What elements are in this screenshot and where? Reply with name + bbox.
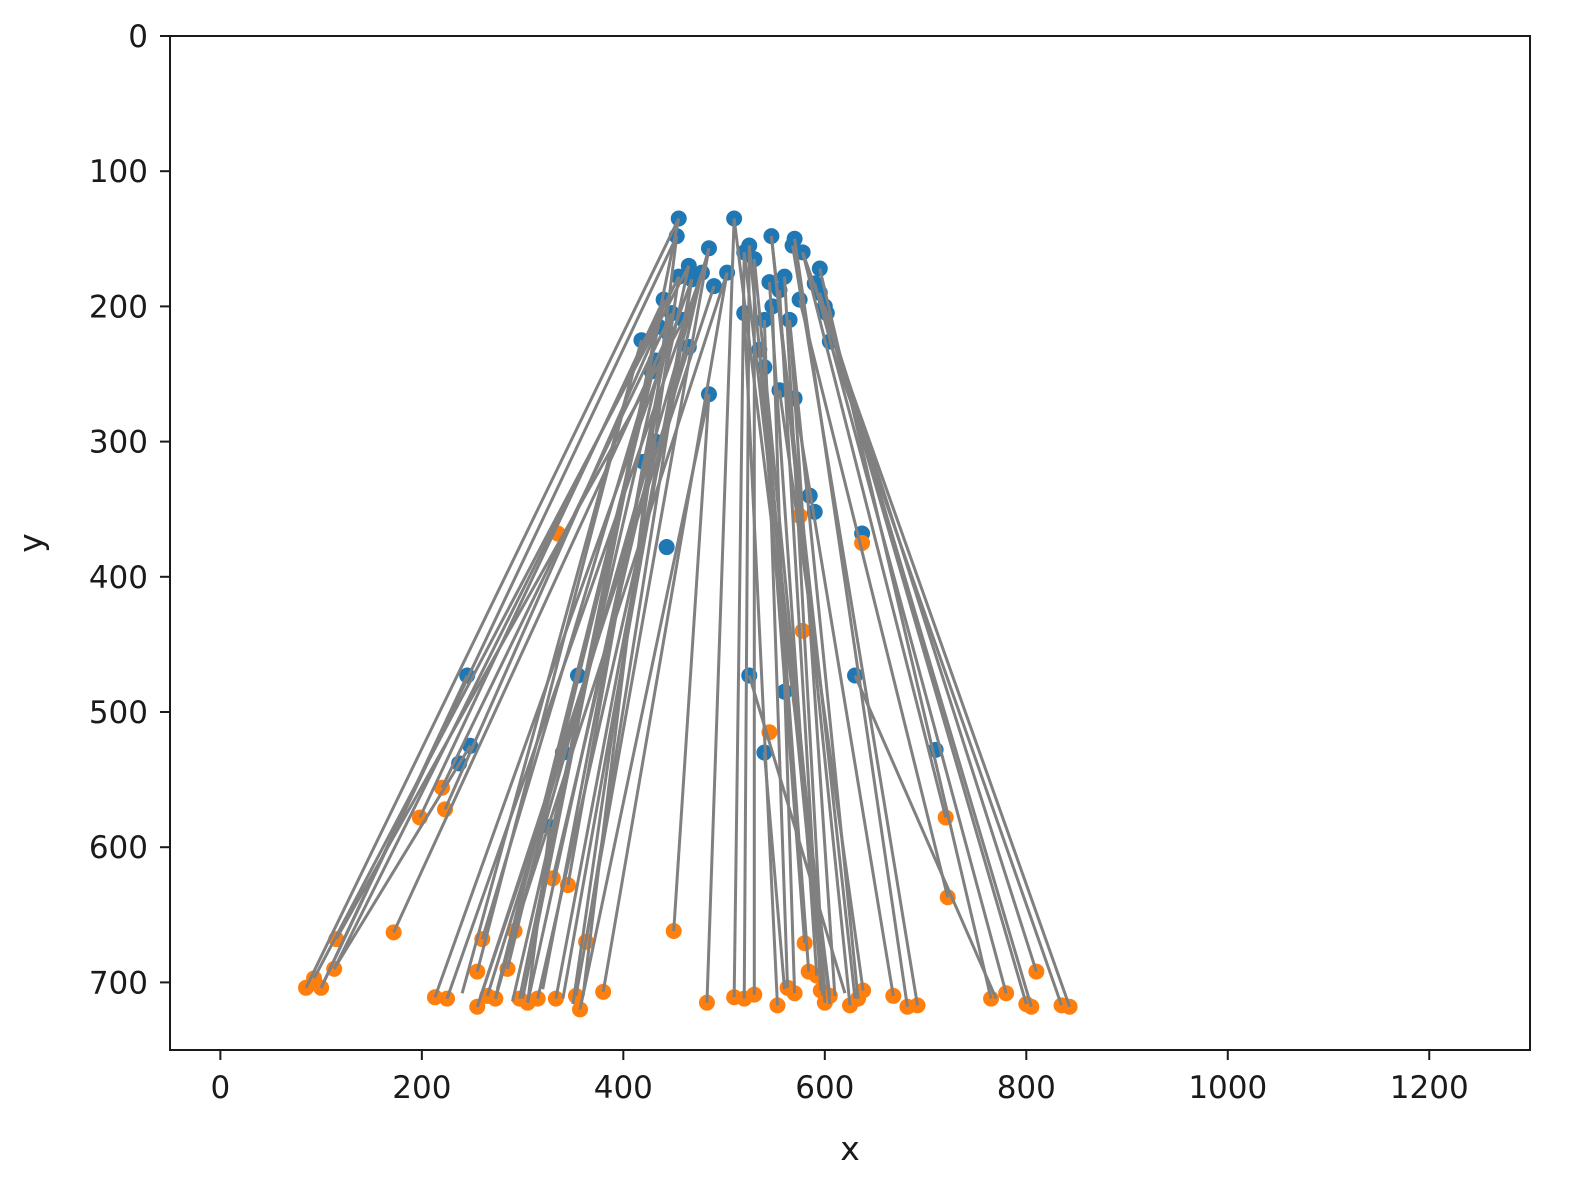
connector-line (440, 312, 674, 789)
connector-line (518, 218, 681, 999)
connector-line (551, 441, 658, 879)
connector-line (672, 394, 711, 932)
connector-line (732, 252, 746, 998)
y-tick-label: 200 (89, 289, 148, 325)
connector-line (769, 235, 857, 999)
x-tick-label: 600 (795, 1070, 854, 1106)
plot-area-frame (169, 35, 1531, 1051)
connector-line (571, 276, 681, 1005)
y-tick-label: 600 (89, 830, 148, 866)
connector-line (418, 299, 665, 819)
connector-line (332, 745, 472, 970)
connector-line (392, 332, 671, 934)
connector-line (747, 675, 847, 994)
connector-line (495, 360, 658, 990)
y-tick-label: 300 (89, 425, 148, 461)
connector-line (801, 251, 1072, 1008)
connector-line (798, 299, 950, 898)
connector-line (460, 339, 643, 994)
x-tick-label: 1000 (1188, 1070, 1267, 1106)
connector-line (783, 276, 827, 1003)
series-a-point (658, 539, 675, 556)
y-axis-ticks: 0 100 200 300 400 500 600 700 (89, 19, 170, 1001)
connector-line (791, 245, 919, 1006)
connector-line (788, 319, 837, 997)
x-tick-label: 400 (594, 1070, 653, 1106)
connector-line (601, 272, 729, 993)
connector-line (511, 312, 674, 1002)
connector-line (762, 752, 787, 990)
x-tick-label: 800 (997, 1070, 1056, 1106)
connector-line (742, 313, 779, 1006)
y-tick-label: 400 (89, 560, 148, 596)
x-tick-label: 200 (392, 1070, 451, 1106)
y-tick-label: 500 (89, 695, 148, 731)
x-tick-label: 0 (211, 1070, 231, 1106)
connector-line (705, 218, 736, 1003)
x-axis-label: x (840, 1129, 860, 1168)
y-tick-label: 0 (128, 19, 148, 55)
connector-line (480, 370, 653, 940)
connector-line (813, 283, 1008, 994)
y-axis-label: y (11, 533, 50, 553)
connector-line (801, 251, 948, 818)
connector-lines (304, 217, 1072, 1010)
y-tick-label: 100 (89, 154, 148, 190)
connector-line (853, 674, 998, 1000)
x-axis-ticks: 0 200 400 600 800 1000 1200 (211, 1050, 1469, 1106)
connector-line (513, 272, 729, 932)
connector-line (752, 258, 827, 990)
connector-line (793, 398, 895, 997)
connector-line (541, 333, 671, 990)
x-tick-label: 1200 (1390, 1070, 1469, 1106)
connector-line (304, 217, 681, 989)
y-tick-label: 700 (89, 965, 148, 1001)
connector-line (319, 674, 469, 989)
connector-line (828, 341, 1063, 1006)
